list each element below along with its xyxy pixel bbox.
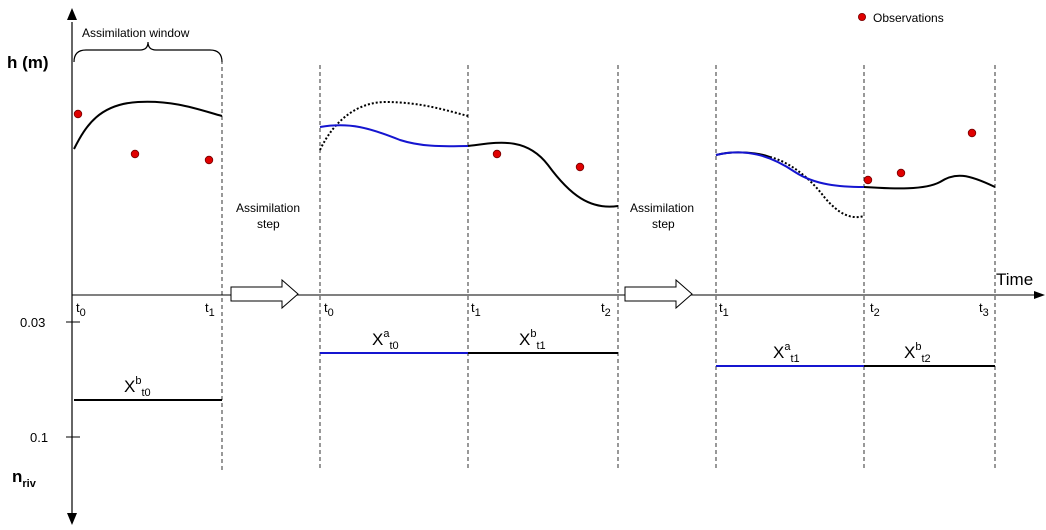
- legend-observations-label: Observations: [873, 11, 944, 25]
- observation: [492, 149, 502, 159]
- h-axis-title: h (m): [7, 53, 49, 72]
- p3-tick-label: t2: [870, 300, 880, 319]
- legend-observation-marker: [858, 12, 867, 21]
- p1-param-label: Xbt0: [124, 375, 151, 399]
- p1-tick-label: t1: [205, 300, 215, 319]
- step-1-line2: step: [257, 217, 280, 231]
- observation: [863, 175, 873, 185]
- p2-tick-label: t1: [471, 300, 481, 319]
- vertical-axis-top-arrow: [67, 8, 77, 20]
- time-axis-title: Time: [996, 270, 1033, 289]
- step-1-line1: Assimilation: [236, 201, 300, 215]
- p2-tick-label: t2: [601, 300, 611, 319]
- assimilation-step-arrow-2: [624, 278, 693, 310]
- p3-tick-label: t3: [979, 300, 989, 319]
- vertical-axis-bottom-arrow: [67, 513, 77, 525]
- p1-tick-label: t0: [76, 300, 86, 319]
- assimilation-step-arrow-1: [230, 278, 299, 310]
- p3-forecast-curve: [863, 174, 996, 190]
- step-2-line1: Assimilation: [630, 201, 694, 215]
- assimilation-window-label: Assimilation window: [82, 26, 190, 40]
- observation: [575, 162, 585, 172]
- p2-param-analysis-label: Xat0: [372, 328, 399, 352]
- step-2-line2: step: [652, 217, 675, 231]
- assimilation-window-brace: [73, 41, 223, 63]
- p3-background-dotted-curve: [769, 156, 865, 218]
- p1-background-curve: [73, 100, 223, 150]
- observation: [204, 155, 214, 165]
- p3-param-analysis-label: Xat1: [773, 341, 800, 365]
- observation: [967, 128, 977, 138]
- n-tick-01-label: 0.1: [30, 430, 48, 445]
- time-markers: [221, 60, 996, 470]
- p3-param-background-label: Xbt2: [904, 341, 931, 365]
- observation: [73, 109, 83, 119]
- p3-analysis-curve: [715, 151, 865, 188]
- p3-tick-label: t1: [719, 300, 729, 319]
- p2-tick-label: t0: [324, 300, 334, 319]
- n-axis-title: nriv: [12, 467, 37, 490]
- p2-analysis-curve: [319, 124, 469, 148]
- p2-param-background-label: Xbt1: [519, 328, 546, 352]
- n-tick-003-label: 0.03: [20, 315, 45, 330]
- time-axis-arrow: [1034, 291, 1045, 299]
- observation: [130, 149, 140, 159]
- p2-forecast-curve: [467, 141, 619, 208]
- observation: [896, 168, 906, 178]
